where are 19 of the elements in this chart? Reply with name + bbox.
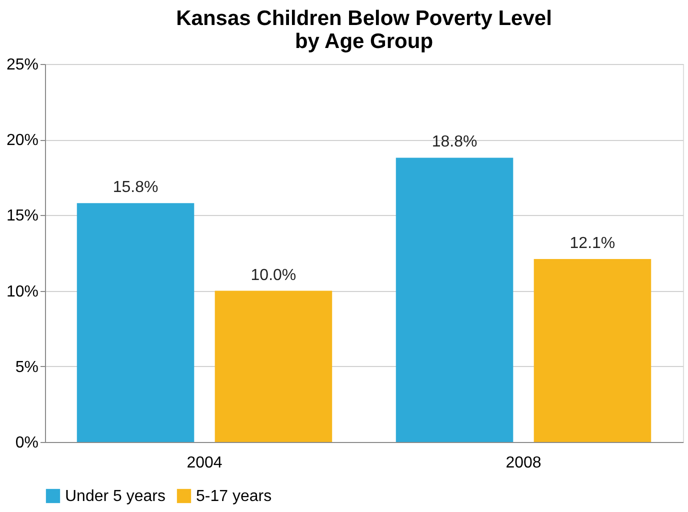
y-tick-label: 10% bbox=[6, 283, 38, 300]
y-tick-label: 25% bbox=[6, 56, 38, 74]
chart-title: Kansas Children Below Poverty Level by Age Group bbox=[176, 7, 552, 53]
bar bbox=[214, 290, 332, 442]
bar bbox=[396, 158, 514, 442]
x-tick-label: 2008 bbox=[506, 454, 542, 472]
data-label: 10.0% bbox=[250, 266, 296, 284]
data-label: 12.1% bbox=[570, 235, 616, 252]
x-tick-label: 2004 bbox=[186, 454, 222, 472]
bar bbox=[76, 203, 194, 442]
y-tick-label: 15% bbox=[6, 208, 38, 225]
y-tick-label: 5% bbox=[15, 358, 38, 376]
data-label: 15.8% bbox=[112, 179, 158, 196]
y-tick-label: 0% bbox=[15, 434, 38, 452]
data-label: 18.8% bbox=[432, 134, 478, 151]
legend-label: Under 5 years bbox=[65, 488, 166, 505]
bar bbox=[534, 259, 652, 442]
y-tick-label: 20% bbox=[6, 132, 38, 150]
legend-label: 5-17 years bbox=[196, 488, 272, 505]
